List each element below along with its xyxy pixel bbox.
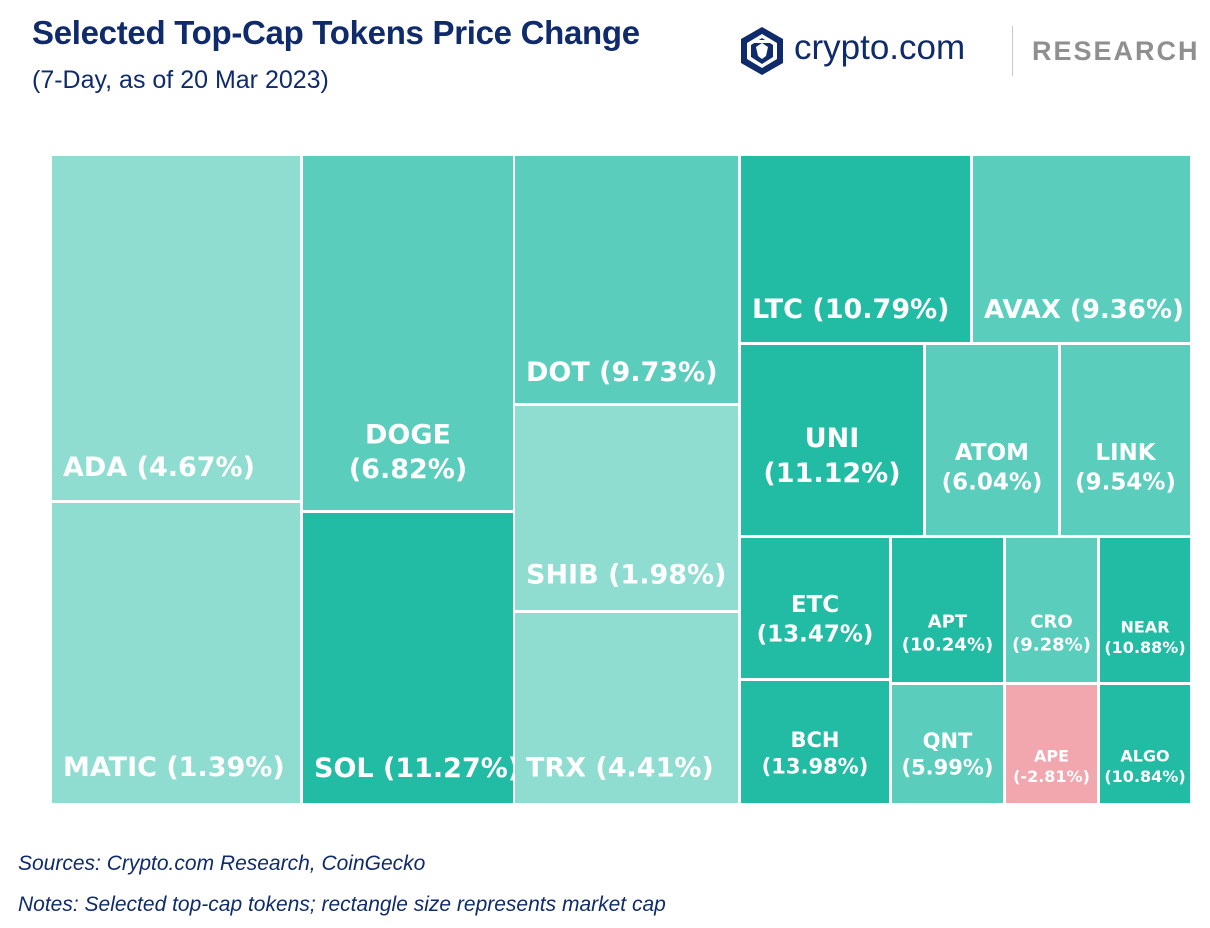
tile-label-atom-1: ATOM [955,440,1029,466]
tile-rect-ape [1006,685,1097,803]
tile-rect-qnt [892,685,1003,803]
tile-label-doge-2: (6.82%) [349,454,467,485]
tile-label-qnt-2: (5.99%) [901,756,993,780]
tile-label-cro-1: CRO [1030,611,1072,632]
tile-label-ape-2: (-2.81%) [1013,767,1090,786]
tile-bch: BCH (13.98%) [741,681,889,803]
notes-note: Notes: Selected top-cap tokens; rectangl… [18,893,666,916]
tile-label-near-1: NEAR [1120,618,1169,637]
tile-rect-algo [1100,685,1190,803]
tile-rect-matic [52,503,300,803]
tile-label-bch-2: (13.98%) [762,755,869,779]
tile-label-cro-2: (9.28%) [1012,634,1091,655]
tile-rect-dot [515,156,738,403]
brand-section: RESEARCH [1032,36,1200,66]
tile-rect-ada [52,156,300,500]
tile-avax: AVAX (9.36%) [973,156,1190,342]
tile-rect-uni [741,345,923,535]
tile-rect-cro [1006,538,1097,682]
tile-rect-sol [303,513,513,803]
tile-label-ada: ADA (4.67%) [63,452,255,483]
tile-rect-apt [892,538,1003,682]
tile-label-apt-1: APT [928,611,968,632]
brand-divider [1012,26,1013,76]
tile-label-uni-2: (11.12%) [763,458,900,489]
tile-label-link-2: (9.54%) [1075,469,1176,495]
brand-name: crypto.com [794,28,966,67]
tile-label-ltc: LTC (10.79%) [752,294,950,325]
tile-shib: SHIB (1.98%) [515,406,738,610]
tile-label-link-1: LINK [1095,440,1156,466]
sources-note: Sources: Crypto.com Research, CoinGecko [18,852,426,875]
tile-label-atom-2: (6.04%) [942,469,1043,495]
tile-label-qnt-1: QNT [923,729,973,753]
tile-rect-trx [515,613,738,803]
tile-label-uni-1: UNI [805,423,860,454]
tile-uni: UNI (11.12%) [741,345,923,535]
tile-link: LINK (9.54%) [1061,345,1190,535]
chart-subtitle: (7-Day, as of 20 Mar 2023) [32,66,329,94]
tile-label-sol: SOL (11.27%) [314,753,520,784]
tile-label-etc-1: ETC [791,592,839,618]
tile-rect-shib [515,406,738,610]
tile-label-etc-2: (13.47%) [757,622,874,648]
tile-etc: ETC (13.47%) [741,538,889,678]
tile-ada: ADA (4.67%) [52,156,300,500]
tile-rect-ltc [741,156,970,342]
tile-atom: ATOM (6.04%) [926,345,1058,535]
tile-rect-doge [303,156,513,510]
tile-label-near-2: (10.88%) [1104,638,1185,657]
tile-label-doge-1: DOGE [365,420,451,451]
tile-rect-etc [741,538,889,678]
tile-label-avax: AVAX (9.36%) [984,295,1184,325]
tile-rect-bch [741,681,889,803]
tile-cro: CRO(9.28%) [1006,538,1097,682]
tile-rect-atom [926,345,1058,535]
tile-label-ape-1: APE [1034,746,1069,765]
tile-label-dot: DOT (9.73%) [526,357,718,388]
tile-ltc: LTC (10.79%) [741,156,970,342]
tile-dot: DOT (9.73%) [515,156,738,403]
tile-qnt: QNT (5.99%) [892,685,1003,803]
tile-rect-link [1061,345,1190,535]
crypto-com-lion-shield-icon [741,27,783,75]
brand-header: crypto.com RESEARCH [740,24,1202,80]
tile-rect-near [1100,538,1190,682]
chart-title: Selected Top-Cap Tokens Price Change [32,14,640,51]
tile-ape: APE (-2.81%) [1006,685,1097,803]
tile-doge: DOGE(6.82%) [303,156,513,510]
tile-label-apt-2: (10.24%) [902,634,993,655]
tile-apt: APT(10.24%) [892,538,1003,682]
tile-algo: ALGO (10.84%) [1100,685,1190,803]
tile-trx: TRX (4.41%) [515,613,738,803]
tile-matic: MATIC (1.39%) [52,503,300,803]
tile-sol: SOL (11.27%) [303,513,520,803]
tile-label-algo-2: (10.84%) [1104,767,1185,786]
tile-label-algo-1: ALGO [1120,746,1169,765]
tile-near: NEAR(10.88%) [1100,538,1190,682]
tile-label-trx: TRX (4.41%) [526,752,714,783]
tile-rect-avax [973,156,1190,342]
tile-label-shib: SHIB (1.98%) [526,559,726,590]
tile-label-bch-1: BCH [791,728,840,752]
tile-label-matic: MATIC (1.39%) [63,752,285,783]
